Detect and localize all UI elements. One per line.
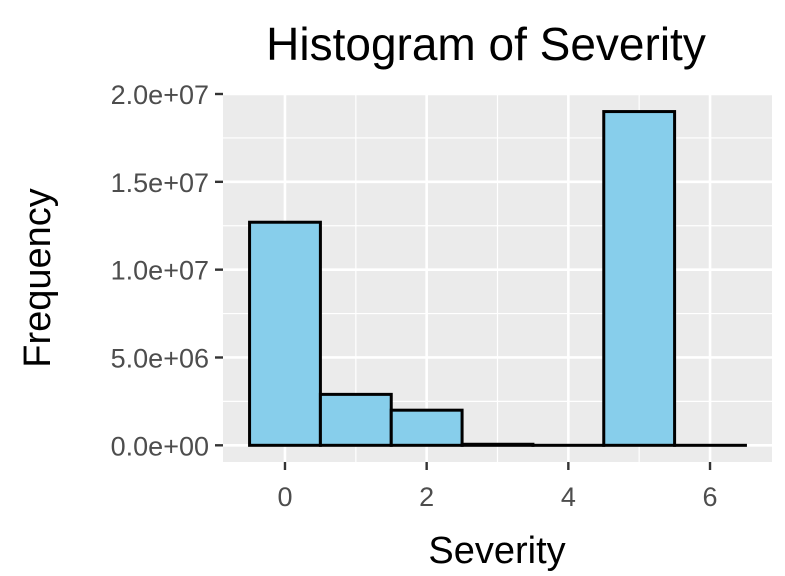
grid-major bbox=[223, 92, 772, 462]
x-tick-label: 4 bbox=[561, 482, 576, 512]
y-axis-ticks: 0.0e+00 5.0e+06 1.0e+07 1.5e+07 2.0e+07 bbox=[111, 80, 223, 461]
histogram-bar bbox=[318, 392, 393, 447]
x-tick-label: 2 bbox=[419, 482, 434, 512]
x-tick-label: 6 bbox=[703, 482, 718, 512]
y-tick-label: 2.0e+07 bbox=[111, 80, 209, 110]
chart-title: Histogram of Severity bbox=[266, 18, 706, 70]
y-axis-title: Frequency bbox=[17, 188, 59, 368]
y-tick-label: 1.0e+07 bbox=[111, 256, 209, 286]
y-tick-label: 5.0e+06 bbox=[111, 343, 209, 373]
x-tick-label: 0 bbox=[277, 482, 292, 512]
x-axis-ticks: 0 2 4 6 bbox=[277, 462, 718, 512]
bars bbox=[248, 110, 747, 447]
histogram-bar bbox=[248, 220, 322, 447]
y-tick-label: 0.0e+00 bbox=[111, 431, 209, 461]
histogram-bar bbox=[602, 110, 677, 447]
histogram-bar bbox=[460, 442, 535, 447]
histogram-bar bbox=[389, 408, 464, 447]
y-tick-label: 1.5e+07 bbox=[111, 168, 209, 198]
x-axis-title: Severity bbox=[428, 530, 565, 572]
